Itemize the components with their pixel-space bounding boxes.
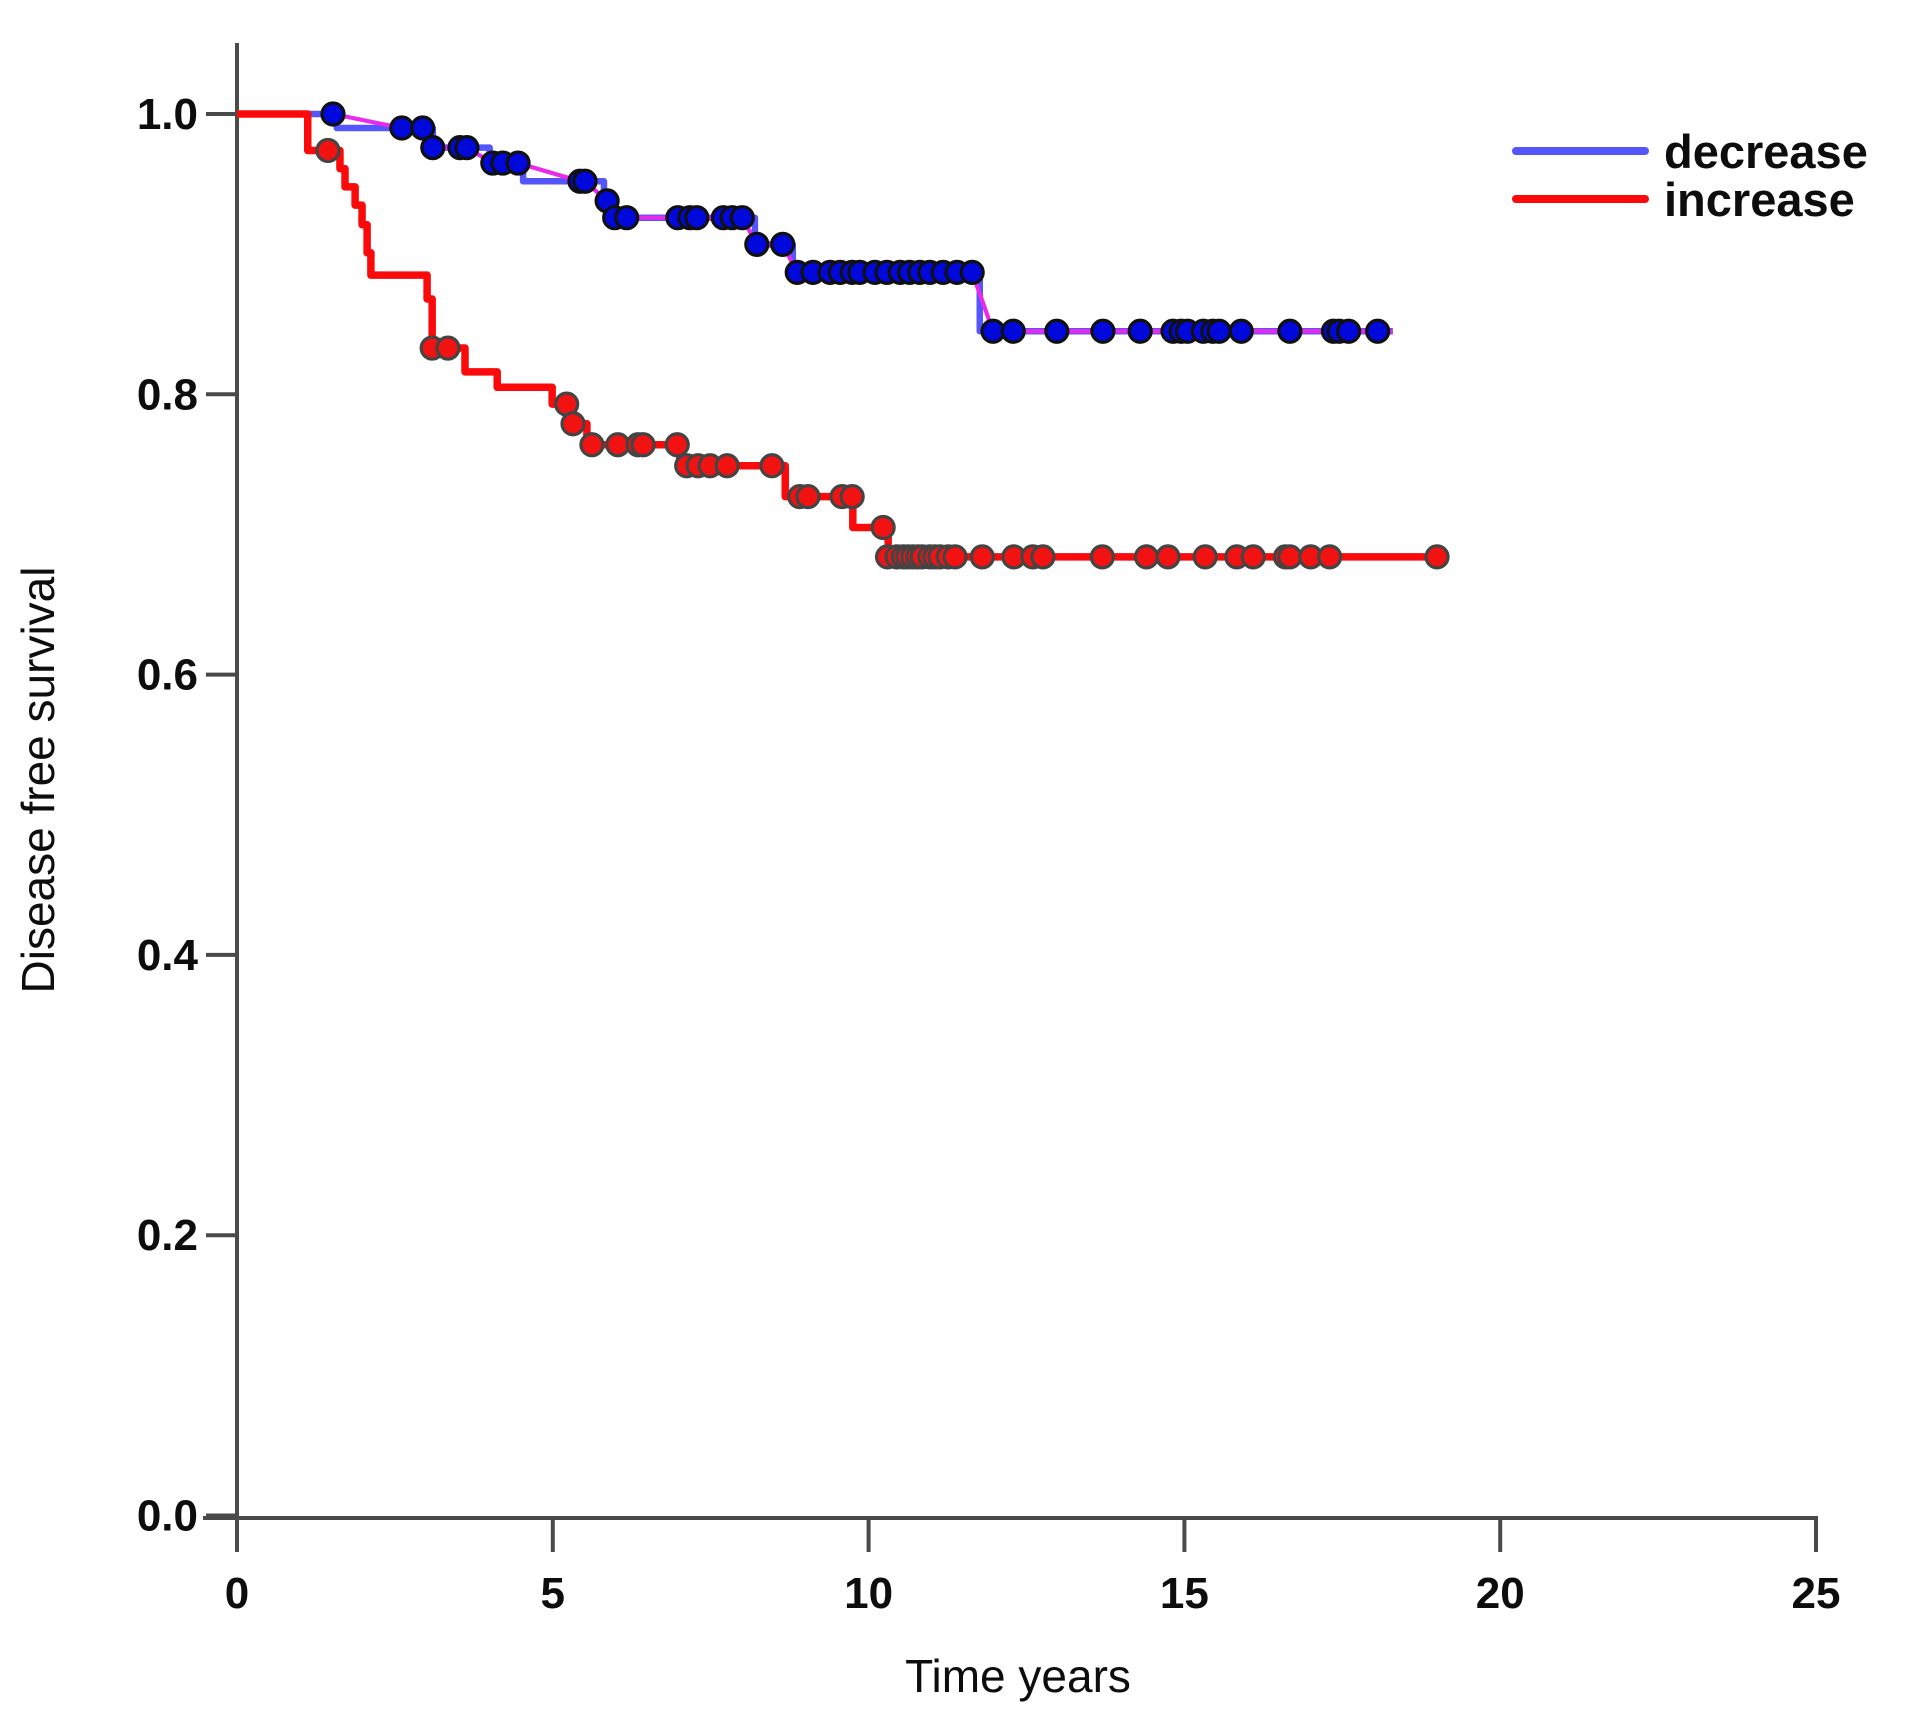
y-tick-label: 0.8 bbox=[137, 370, 198, 419]
increase-censor-dot bbox=[759, 453, 785, 479]
x-tick-label: 15 bbox=[1160, 1569, 1209, 1618]
increase-censor-dot bbox=[315, 137, 341, 164]
increase-censor-dot bbox=[1089, 544, 1115, 570]
y-axis-title: Disease free survival bbox=[12, 567, 64, 994]
decrease-censor-dot bbox=[1000, 318, 1026, 344]
x-tick-label: 5 bbox=[541, 1569, 565, 1618]
increase-censor-dot bbox=[435, 335, 461, 361]
decrease-censor-dot bbox=[389, 115, 415, 141]
x-axis-title: Time years bbox=[905, 1650, 1131, 1702]
increase-censor-dot bbox=[664, 432, 690, 458]
legend-lines bbox=[1512, 147, 1649, 203]
decrease-censor-dot bbox=[1336, 318, 1362, 344]
increase-censor-dot bbox=[1317, 544, 1343, 570]
increase-censor-dot bbox=[795, 484, 821, 510]
decrease-censor-dot bbox=[1206, 318, 1232, 344]
increase-censor-dot bbox=[870, 514, 896, 541]
increase-censor-dot bbox=[560, 411, 586, 437]
y-tick-label: 0.4 bbox=[137, 931, 199, 980]
decrease-censor-dot bbox=[729, 205, 755, 231]
x-tick-label: 10 bbox=[844, 1569, 893, 1618]
x-tick-label: 0 bbox=[225, 1569, 249, 1618]
decrease-censor-dot bbox=[320, 101, 346, 127]
decrease-censor-dot bbox=[454, 135, 480, 161]
y-tick-label: 0.0 bbox=[137, 1492, 198, 1541]
increase-censor-dot bbox=[1240, 544, 1266, 570]
legend-label-increase: increase bbox=[1664, 173, 1855, 226]
legend-label-decrease: decrease bbox=[1664, 125, 1868, 178]
decrease-censor-dot bbox=[1228, 318, 1254, 344]
decrease-censor-dot bbox=[1277, 318, 1303, 344]
decrease-censor-dot bbox=[572, 168, 598, 194]
decrease-censor-dot bbox=[1044, 318, 1070, 344]
decrease-censor-dot bbox=[1365, 318, 1391, 344]
axes: 0 5 10 15 20 25 0.0 0.2 0.4 0.6 0.8 1.0 bbox=[137, 43, 1841, 1618]
decrease-censor-dot bbox=[1127, 318, 1153, 344]
decrease-censor-dot bbox=[1090, 318, 1116, 344]
increase-censor-dot bbox=[942, 544, 968, 570]
decrease-censor-dot bbox=[420, 135, 446, 161]
decrease-censor-dot bbox=[770, 231, 796, 257]
y-tick-label: 0.6 bbox=[137, 651, 198, 700]
decrease-censor-dot bbox=[410, 115, 436, 141]
increase-censor-dot bbox=[1030, 544, 1056, 570]
increase-censor-dot bbox=[714, 453, 740, 479]
legend: decrease increase bbox=[1512, 125, 1868, 226]
increase-censor-dot bbox=[630, 432, 656, 458]
decrease-censor-dot bbox=[505, 150, 531, 176]
censor-dots-layer bbox=[315, 101, 1450, 570]
increase-censor-dot bbox=[1277, 544, 1303, 570]
increase-censor-dot bbox=[579, 432, 605, 458]
decrease-censor-dot bbox=[684, 205, 710, 231]
increase-censor-dot bbox=[969, 544, 995, 570]
increase-censor-dot bbox=[1155, 544, 1181, 570]
increase-censor-dot bbox=[839, 484, 865, 510]
increase-censor-dot bbox=[1133, 544, 1160, 570]
decrease-censor-dot bbox=[959, 259, 985, 285]
decrease-censor-dot bbox=[614, 205, 640, 231]
y-tick-label: 0.2 bbox=[137, 1211, 198, 1260]
x-tick-label: 20 bbox=[1476, 1569, 1525, 1618]
x-tick-label: 25 bbox=[1792, 1569, 1841, 1618]
increase-censor-dot bbox=[1192, 544, 1218, 570]
y-tick-label: 1.0 bbox=[137, 90, 198, 139]
decrease-censor-dot bbox=[744, 231, 770, 257]
decrease-step-curve bbox=[237, 110, 1393, 335]
increase-censor-dot bbox=[1424, 544, 1450, 570]
